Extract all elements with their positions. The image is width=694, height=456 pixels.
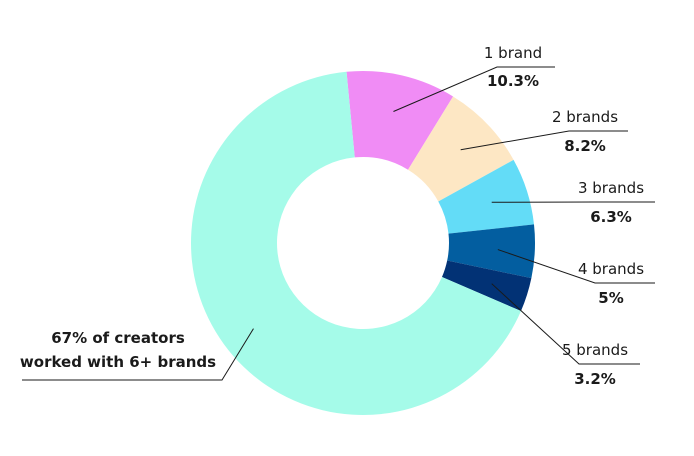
label-value-4-brands: 5% [598, 289, 623, 307]
leader-line-2-brands [460, 130, 628, 151]
slice-4-brands [447, 224, 535, 279]
labels-group: 1 brand 10.3% 2 brands 8.2% 3 brands 6.3% 4 br… [20, 44, 644, 388]
label-name-1-brand: 1 brand [484, 44, 542, 62]
annotation-line-1: 67% of creators [51, 329, 185, 347]
label-name-5-brands: 5 brands [562, 341, 628, 359]
slice-6-plus-brands [191, 71, 521, 415]
label-value-5-brands: 3.2% [574, 370, 616, 388]
annotation-line-2: worked with 6+ brands [20, 353, 216, 371]
label-value-2-brands: 8.2% [564, 137, 606, 155]
slice-3-brands [438, 159, 534, 234]
slices-group [191, 71, 535, 415]
leader-line-1-brand [393, 66, 555, 112]
label-name-4-brands: 4 brands [578, 260, 644, 278]
label-value-1-brand: 10.3% [487, 72, 539, 90]
slice-5-brands [441, 260, 532, 312]
leader-lines-group [22, 66, 655, 381]
label-name-3-brands: 3 brands [578, 179, 644, 197]
leader-line-6-plus-brands [22, 328, 254, 381]
leader-line-4-brands [497, 249, 655, 284]
slice-2-brands [408, 96, 514, 202]
leader-line-5-brands [491, 283, 640, 365]
slice-1-brand [346, 71, 454, 170]
label-value-3-brands: 6.3% [590, 208, 632, 226]
label-name-2-brands: 2 brands [552, 108, 618, 126]
